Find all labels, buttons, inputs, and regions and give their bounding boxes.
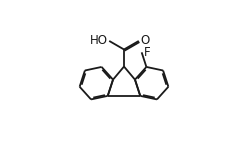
Text: F: F [144,46,150,59]
Text: HO: HO [90,34,108,47]
Text: O: O [141,34,150,47]
